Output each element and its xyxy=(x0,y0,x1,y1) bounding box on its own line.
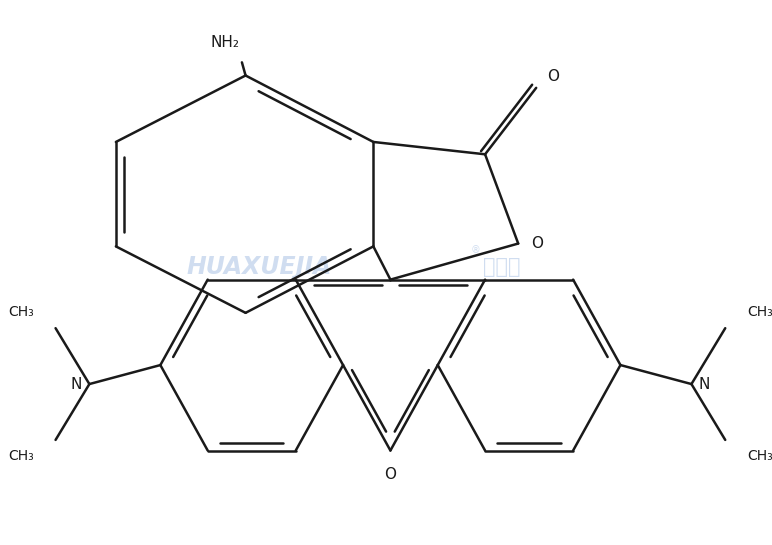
Text: NH₂: NH₂ xyxy=(211,35,239,50)
Text: CH₃: CH₃ xyxy=(8,450,34,463)
Text: CH₃: CH₃ xyxy=(8,305,34,319)
Text: O: O xyxy=(531,236,543,251)
Text: CH₃: CH₃ xyxy=(747,305,772,319)
Text: N: N xyxy=(699,377,710,391)
Text: N: N xyxy=(71,377,82,391)
Text: O: O xyxy=(384,467,396,482)
Text: ®: ® xyxy=(470,245,480,255)
Text: CH₃: CH₃ xyxy=(747,450,772,463)
Text: HUAXUEJIA: HUAXUEJIA xyxy=(187,255,332,278)
Text: O: O xyxy=(547,69,559,84)
Text: 化学加: 化学加 xyxy=(482,257,520,277)
